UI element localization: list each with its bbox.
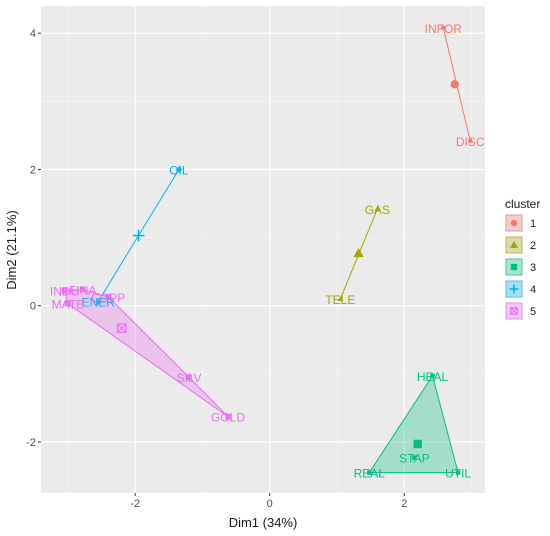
- data-point-gas: [374, 206, 381, 212]
- cluster-points: [61, 25, 473, 475]
- legend-key-shape-3: [510, 263, 518, 271]
- point-label-real: REAL: [354, 467, 386, 481]
- y-tick-label: 0: [30, 301, 36, 313]
- data-point-tele: [337, 296, 344, 301]
- cluster-center-4: [132, 229, 145, 242]
- legend-label-1: 1: [530, 218, 536, 230]
- legend-item-1: 1: [505, 214, 536, 232]
- point-label-gas: GAS: [365, 203, 390, 217]
- point-label-infor: INFOR: [425, 22, 463, 36]
- legend-item-4: 4: [505, 280, 536, 298]
- grid: [41, 6, 485, 493]
- point-label-indu: INDU: [50, 285, 79, 299]
- data-point-copp: [105, 294, 112, 300]
- point-label-disc: DISC: [456, 135, 485, 149]
- legend-item-2: 2: [505, 236, 536, 254]
- y-tick-label: 4: [30, 28, 36, 40]
- point-label-fina: FINA: [69, 283, 96, 297]
- legend-key-shape-4: [509, 284, 519, 294]
- data-point-mate: [65, 300, 71, 307]
- point-label-gold: GOLD: [211, 411, 245, 425]
- point-labels: INFOR DISC GAS TELE HEAL STAP REAL UTIL OIL ENERI…: [50, 22, 485, 481]
- cluster-hull-3: [368, 374, 459, 474]
- point-label-oil: OIL: [169, 163, 189, 177]
- data-point-stap: [412, 455, 417, 460]
- data-point-disc: [468, 138, 473, 144]
- legend-item-3: 3: [505, 258, 536, 276]
- point-label-copp: COPP: [91, 291, 125, 305]
- data-point-util: [455, 470, 461, 475]
- cluster-centers: [116, 80, 459, 449]
- data-point-gold: [225, 413, 231, 420]
- panel-background: [41, 6, 485, 493]
- legend-label-5: 5: [530, 306, 536, 318]
- data-point-infor: [441, 25, 446, 30]
- y-tick-label: 2: [30, 164, 36, 176]
- point-label-silv: SILV: [176, 371, 201, 385]
- cluster-center-3: [413, 439, 422, 449]
- point-label-mate: MATE: [52, 298, 84, 312]
- point-label-tele: TELE: [325, 293, 355, 307]
- legend: cluster 1 2 3 4 5: [505, 197, 540, 320]
- y-axis-title: Dim2 (21.1%): [4, 210, 19, 289]
- point-label-ener: ENER: [82, 296, 116, 310]
- legend-item-5: 5: [505, 302, 536, 320]
- legend-label-2: 2: [530, 240, 536, 252]
- data-point-ener: [95, 298, 102, 305]
- legend-key-shape-5: [510, 307, 518, 315]
- x-tick-label: 0: [267, 498, 273, 510]
- x-axis-title: Dim1 (34%): [229, 515, 298, 530]
- data-point-real: [367, 470, 372, 475]
- cluster-center-1: [450, 80, 459, 89]
- point-label-heal: HEAL: [417, 370, 449, 384]
- x-tick-label: 2: [401, 498, 407, 510]
- legend-key-shape-1: [510, 219, 518, 227]
- data-point-silv: [186, 374, 192, 381]
- data-point-heal: [430, 373, 435, 379]
- point-label-stap: STAP: [399, 452, 429, 466]
- legend-title: cluster: [505, 197, 540, 211]
- axes: -2 0 2 -2 0 2 4: [26, 28, 407, 510]
- legend-key-shape-2: [510, 241, 518, 248]
- data-point-indu: [61, 287, 68, 294]
- cluster-center-2: [353, 247, 364, 258]
- point-label-util: UTIL: [445, 467, 471, 481]
- y-tick-label: -2: [26, 437, 36, 449]
- data-point-fina: [79, 286, 86, 293]
- data-point-oil: [175, 166, 182, 173]
- cluster-center-5: [116, 323, 127, 333]
- legend-label-3: 3: [530, 262, 536, 274]
- legend-label-4: 4: [530, 284, 536, 296]
- x-tick-label: -2: [130, 498, 140, 510]
